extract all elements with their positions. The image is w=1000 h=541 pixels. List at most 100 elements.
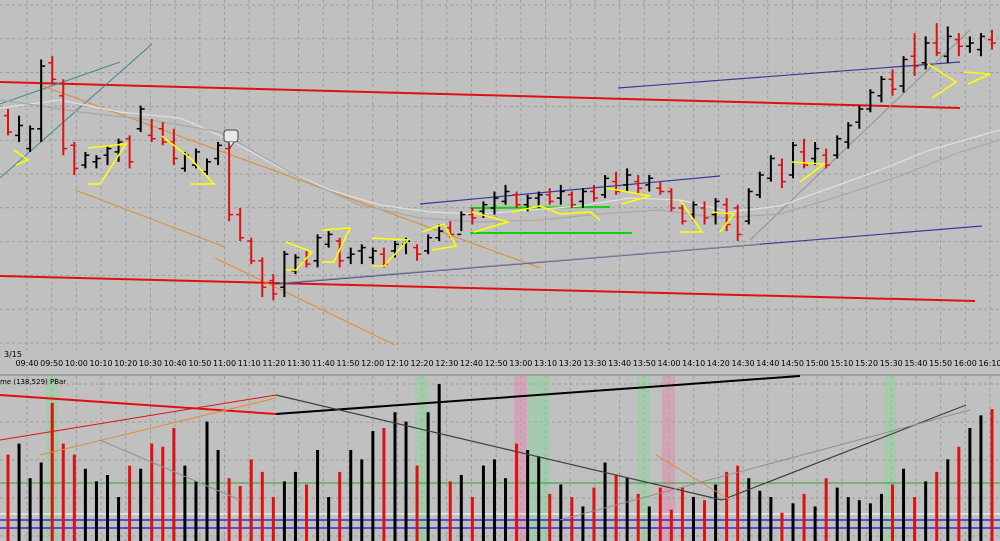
price-bar <box>103 145 112 166</box>
x-tick-label: 13:20 <box>559 359 582 368</box>
x-tick-label: 09:50 <box>40 359 63 368</box>
price-bar <box>357 244 366 265</box>
x-tick-label: 13:30 <box>583 359 606 368</box>
support-line <box>0 275 976 302</box>
triangle-pattern <box>371 237 410 267</box>
volume-trend-line <box>559 409 971 521</box>
price-bar <box>965 36 974 53</box>
volume-trend-line <box>39 397 277 456</box>
price-bar <box>247 237 256 265</box>
trend-line <box>749 29 971 241</box>
triangle-pattern <box>791 161 827 183</box>
price-bar <box>346 247 355 265</box>
trend-line <box>279 243 761 284</box>
triangle-pattern <box>605 187 651 205</box>
price-bar <box>822 148 831 169</box>
trend-line <box>39 84 541 269</box>
price-bar <box>744 188 753 225</box>
price-bar <box>147 118 156 142</box>
trend-line <box>74 189 226 248</box>
price-bar <box>800 138 809 169</box>
price-bar <box>214 142 223 166</box>
price-bar <box>225 138 234 222</box>
price-bar <box>567 191 576 208</box>
price-bar <box>324 231 333 248</box>
x-tick-label: 13:10 <box>534 359 557 368</box>
price-bar <box>512 191 521 208</box>
volume-trend-line <box>0 394 277 415</box>
x-tick-label: 10:20 <box>114 359 137 368</box>
price-bar <box>910 33 919 76</box>
x-tick-label: 15:00 <box>806 359 829 368</box>
price-bar <box>877 76 886 103</box>
x-tick-label: 11:30 <box>287 359 310 368</box>
price-bar <box>833 135 842 159</box>
triangle-pattern <box>285 241 314 271</box>
x-tick-label: 16:00 <box>954 359 977 368</box>
price-bar <box>435 224 444 241</box>
x-tick-label: 15:10 <box>830 359 853 368</box>
price-bar <box>59 79 68 156</box>
volume-highlight <box>884 376 896 541</box>
volume-trend-line <box>275 375 801 415</box>
price-bar <box>921 36 930 70</box>
x-tick-label: 10:00 <box>65 359 88 368</box>
price-bar <box>700 201 709 225</box>
volume-trend-line <box>721 404 967 501</box>
triangle-pattern <box>87 143 128 185</box>
price-bar <box>125 135 134 169</box>
price-bar <box>81 151 90 169</box>
price-bar <box>678 204 687 225</box>
x-tick-label: 10:40 <box>164 359 187 368</box>
price-bar <box>589 184 598 202</box>
price-bar <box>236 208 245 241</box>
price-bars <box>4 23 996 301</box>
x-tick-label: 14:00 <box>657 359 680 368</box>
x-tick-label: 12:50 <box>485 359 508 368</box>
price-bar <box>788 142 797 179</box>
x-tick-label: 10:50 <box>188 359 211 368</box>
x-tick-label: 15:20 <box>855 359 878 368</box>
triangle-pattern <box>679 199 704 233</box>
x-tick-label: 13:00 <box>509 359 532 368</box>
price-bar <box>534 191 543 208</box>
x-tick-label: 15:50 <box>929 359 952 368</box>
price-bar <box>335 237 344 268</box>
x-tick-label: 11:10 <box>238 359 261 368</box>
x-tick-label: 14:10 <box>682 359 705 368</box>
price-bar <box>280 250 289 298</box>
x-tick-label: 12:20 <box>411 359 434 368</box>
price-bar <box>490 191 499 215</box>
triangle-pattern <box>321 227 352 263</box>
x-tick-label: 10:30 <box>139 359 162 368</box>
price-bar <box>48 56 57 83</box>
triangle-pattern <box>161 135 216 185</box>
price-bar <box>811 142 820 166</box>
trend-line <box>0 61 121 105</box>
moving-average-slow <box>0 99 1000 223</box>
triangle-pattern <box>421 223 458 251</box>
price-bar <box>26 125 35 152</box>
trend-line <box>214 257 396 346</box>
x-tick-label: 11:50 <box>336 359 359 368</box>
price-bar <box>70 142 79 175</box>
x-tick-label: 11:00 <box>213 359 236 368</box>
price-bar <box>545 188 554 205</box>
triangle-pattern <box>963 71 991 85</box>
x-tick-label: 14:30 <box>732 359 755 368</box>
x-tick-label: 12:30 <box>435 359 458 368</box>
price-bar <box>313 234 322 268</box>
price-bar <box>4 109 12 136</box>
wave-pattern <box>511 205 601 221</box>
price-bar <box>269 274 278 301</box>
price-bar <box>733 204 742 241</box>
price-bar <box>645 175 654 192</box>
moving-average-fast <box>0 99 1000 215</box>
volume-panel <box>0 375 1000 541</box>
price-bar <box>844 122 853 149</box>
triangle-pattern <box>711 211 736 233</box>
volume-trend-line <box>0 394 277 441</box>
price-bar <box>755 171 764 199</box>
x-tick-label: 14:50 <box>781 359 804 368</box>
